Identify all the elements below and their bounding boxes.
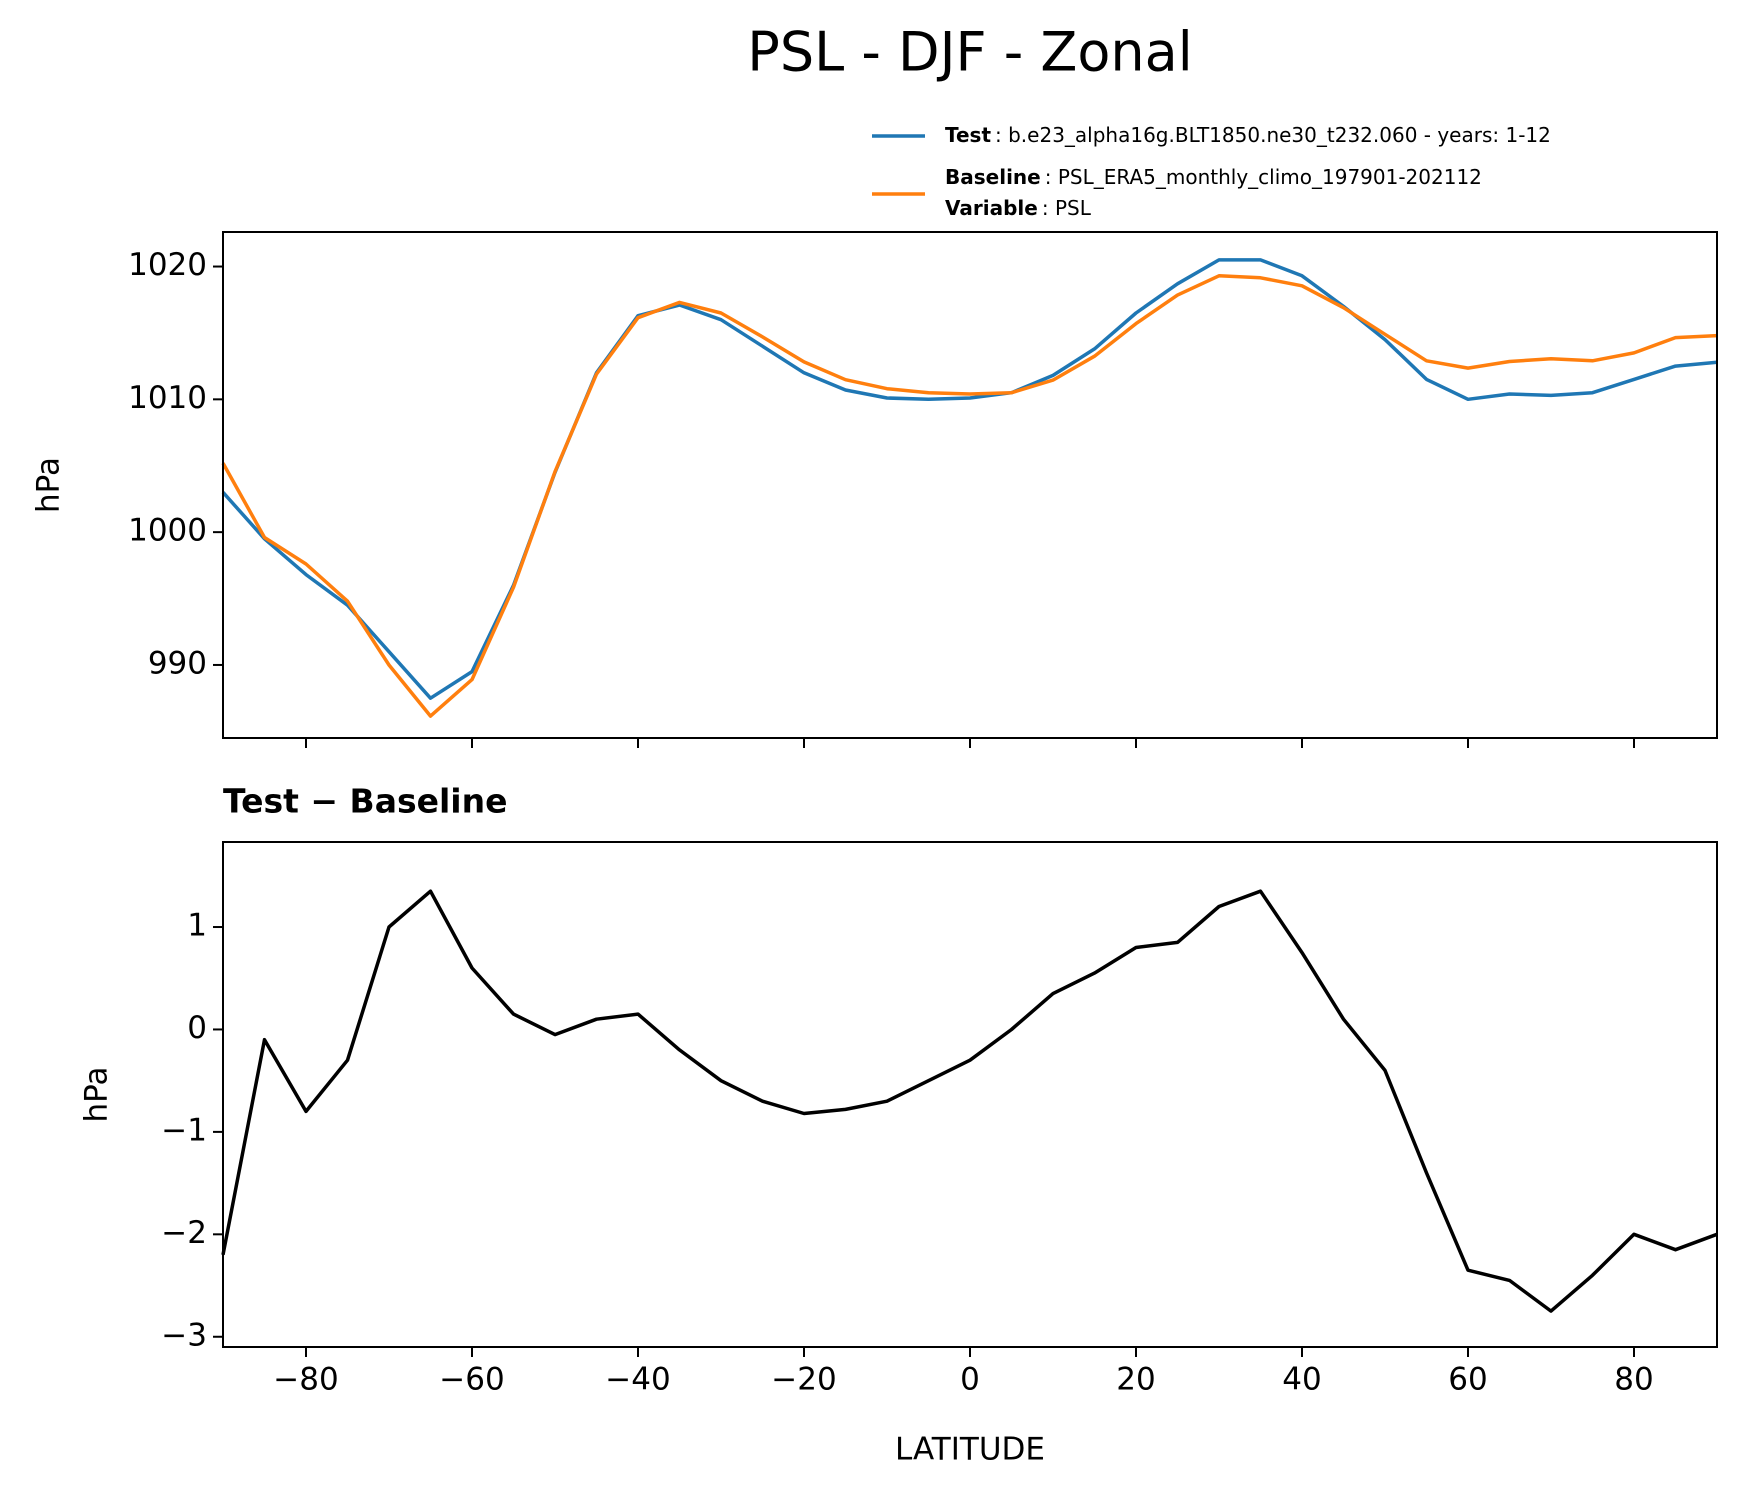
y-tick-label: 1 bbox=[187, 908, 207, 944]
y-tick-label: 0 bbox=[187, 1010, 207, 1046]
y-tick-label: −1 bbox=[161, 1112, 207, 1148]
x-tick-label: 40 bbox=[1282, 1362, 1321, 1398]
x-tick-label: 20 bbox=[1116, 1362, 1155, 1398]
axes-frame bbox=[222, 231, 1718, 739]
x-tick-label: −80 bbox=[273, 1362, 338, 1398]
y-tick-label: −3 bbox=[161, 1317, 207, 1353]
legend-label: Variable bbox=[945, 196, 1038, 220]
x-tick-label: −40 bbox=[605, 1362, 670, 1398]
y-axis-label: hPa bbox=[31, 457, 67, 513]
axes-title: Test − Baseline bbox=[223, 782, 508, 821]
figure-title: PSL - DJF - Zonal bbox=[747, 21, 1192, 84]
legend-description: : b.e23_alpha16g.BLT1850.ne30_t232.060 -… bbox=[995, 123, 1551, 147]
y-tick-label: 990 bbox=[148, 645, 207, 681]
legend-entry: Baseline: PSL_ERA5_monthly_climo_197901-… bbox=[945, 165, 1482, 189]
y-tick-label: 1010 bbox=[128, 380, 207, 416]
y-tick-label: 1020 bbox=[128, 247, 207, 283]
x-tick-label: −60 bbox=[439, 1362, 504, 1398]
series-line bbox=[221, 889, 1718, 1313]
series-line bbox=[221, 274, 1718, 718]
y-axis-label: hPa bbox=[79, 1067, 115, 1123]
legend-description: : PSL bbox=[1042, 196, 1092, 220]
y-tick-label: 1000 bbox=[128, 513, 207, 549]
legend-label: Baseline bbox=[945, 165, 1041, 189]
x-tick-label: −20 bbox=[771, 1362, 836, 1398]
legend-entry: Test: b.e23_alpha16g.BLT1850.ne30_t232.0… bbox=[945, 123, 1551, 147]
x-tick-label: 60 bbox=[1448, 1362, 1487, 1398]
x-axis-label: LATITUDE bbox=[895, 1432, 1045, 1468]
x-tick-label: 0 bbox=[960, 1362, 980, 1398]
x-tick-label: 80 bbox=[1614, 1362, 1653, 1398]
series-line bbox=[221, 258, 1718, 700]
legend-entry: Variable: PSL bbox=[945, 196, 1092, 220]
legend-label: Test bbox=[945, 123, 991, 147]
y-tick-label: −2 bbox=[161, 1215, 207, 1251]
axes-frame bbox=[222, 841, 1718, 1348]
legend-description: : PSL_ERA5_monthly_climo_197901-202112 bbox=[1045, 165, 1482, 189]
